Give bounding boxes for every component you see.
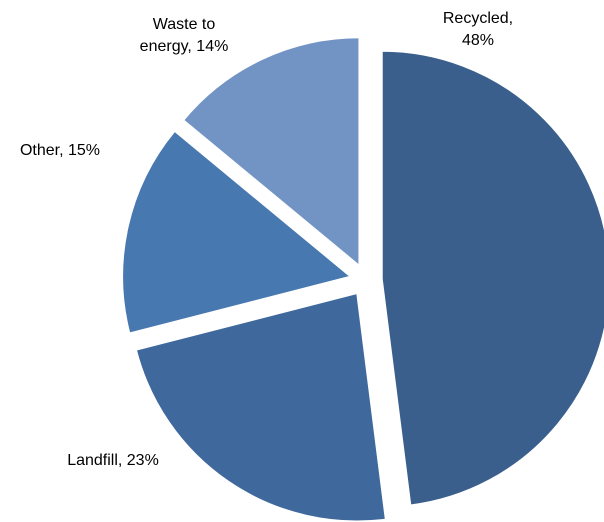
slice-landfill — [135, 292, 387, 522]
slice-label-waste-line1: Waste to — [152, 16, 216, 33]
slice-other — [121, 130, 352, 335]
slice-label-recycled: Recycled, 48% — [420, 8, 536, 52]
slice-label-waste-to-energy: Waste to energy, 14% — [116, 14, 252, 58]
slice-label-landfill-line1: Landfill, 23% — [67, 452, 159, 469]
slice-recycled — [381, 50, 604, 507]
slice-label-waste-line2: energy, 14% — [139, 38, 229, 55]
slice-label-landfill: Landfill, 23% — [30, 450, 196, 472]
slice-waste-to-energy — [182, 36, 360, 268]
slice-label-other: Other, 15% — [4, 140, 116, 162]
slice-label-recycled-line2: 48% — [461, 32, 495, 49]
slice-label-other-line1: Other, 15% — [19, 142, 101, 159]
slice-label-recycled-line1: Recycled, — [442, 10, 514, 27]
